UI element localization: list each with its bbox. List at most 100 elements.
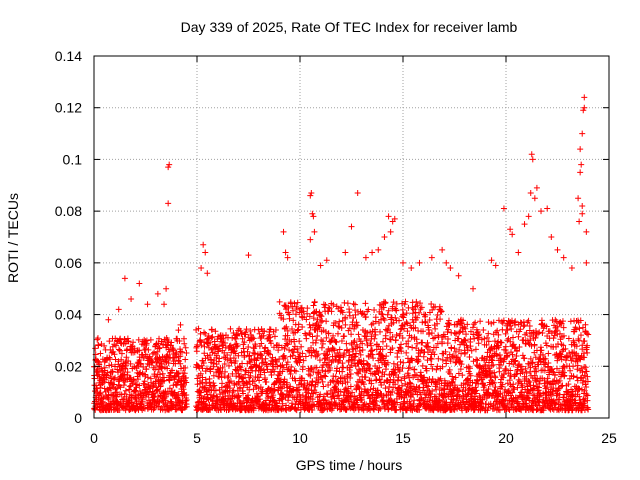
data-point [335,357,342,364]
data-point [376,376,383,383]
data-point [579,210,586,217]
data-point [510,341,517,348]
data-point [554,355,561,362]
data-point [449,353,456,360]
data-point [347,370,354,377]
data-point [519,396,526,403]
data-point [397,393,404,400]
data-point [201,329,208,336]
data-point [265,350,272,357]
data-point [311,228,318,235]
data-point [390,384,397,391]
data-point [212,328,219,335]
data-point [454,354,461,361]
data-point [409,304,416,311]
data-point [521,355,528,362]
data-point [560,332,567,339]
data-point [218,406,225,413]
data-point [485,338,492,345]
data-point [208,326,215,333]
data-point [290,346,297,353]
data-point [338,338,345,345]
data-point [315,323,322,330]
data-point [462,349,469,356]
data-point [101,385,108,392]
data-point [509,389,516,396]
data-point [94,335,101,342]
data-point [519,352,526,359]
data-point [307,372,314,379]
data-point [461,336,468,343]
data-point [502,396,509,403]
data-point [448,379,455,386]
data-point [510,361,517,368]
data-point [405,343,412,350]
data-point [425,343,432,350]
data-point [389,388,396,395]
data-point [352,353,359,360]
data-point [147,336,154,343]
data-point [362,254,369,261]
data-point [525,317,532,324]
data-point [284,254,291,261]
data-point [158,338,165,345]
data-point [411,366,418,373]
data-point [240,390,247,397]
data-point [299,323,306,330]
data-point [347,375,354,382]
data-point [420,328,427,335]
data-point [567,318,574,325]
data-point [472,384,479,391]
data-point [165,200,172,207]
data-point [429,387,436,394]
data-point [583,330,590,337]
data-point [404,328,411,335]
data-point [335,323,342,330]
data-point [221,360,228,367]
data-point [319,367,326,374]
data-point [507,367,514,374]
data-point [407,380,414,387]
data-point [355,384,362,391]
data-point [581,338,588,345]
data-point [579,130,586,137]
data-point [426,317,433,324]
data-point [368,342,375,349]
data-point [499,381,506,388]
data-point [198,265,205,272]
data-point [401,373,408,380]
data-point [468,347,475,354]
data-point [399,334,406,341]
data-point [94,366,101,373]
data-point [315,376,322,383]
data-point [334,330,341,337]
data-point [161,377,168,384]
data-point [283,361,290,368]
data-point [325,330,332,337]
data-point [230,354,237,361]
data-point [319,340,326,347]
data-point [381,316,388,323]
data-point [543,323,550,330]
data-point [354,369,361,376]
data-point [506,387,513,394]
data-point [304,310,311,317]
data-point [402,298,409,305]
data-point [392,314,399,321]
data-point [183,403,190,410]
data-point [529,156,536,163]
data-point [125,338,132,345]
data-point [289,307,296,314]
data-point [266,331,273,338]
data-point [317,318,324,325]
data-point [354,322,361,329]
data-point [98,365,105,372]
data-point [423,367,430,374]
data-point [412,388,419,395]
data-point [300,357,307,364]
data-point [523,329,530,336]
y-axis-ticks: 0 0.02 0.04 0.06 0.08 0.1 0.12 0.14 [55,48,609,426]
y-tick-label: 0.02 [55,358,82,374]
data-point [484,334,491,341]
data-point [458,320,465,327]
